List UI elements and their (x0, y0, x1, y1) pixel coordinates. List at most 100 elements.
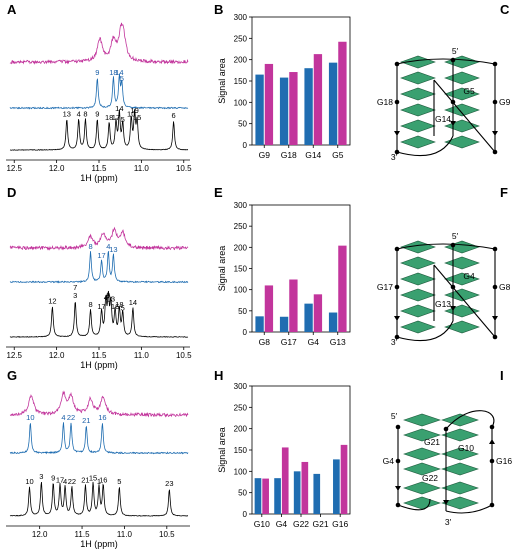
g-quartet-plane (444, 135, 480, 149)
bar-g22-series2 (301, 461, 309, 514)
loop (396, 58, 496, 65)
bar-g14-series1 (304, 68, 313, 145)
bar-g17-series1 (279, 316, 289, 332)
peak-label: 3 (73, 291, 77, 300)
arrowhead-down (450, 121, 456, 126)
panel-label: I (500, 368, 504, 383)
peak-label: 18 (105, 113, 113, 122)
peak-label: 4 (106, 242, 110, 251)
y-tick-label: 100 (234, 286, 248, 295)
arrowhead-up (489, 439, 495, 444)
y-axis-label: Signal area (217, 246, 227, 292)
g-quartet-plane (400, 103, 436, 117)
peak-label: 7 (73, 283, 77, 292)
peak-label: 14 (115, 104, 123, 113)
guanine-label: G14 (435, 114, 451, 124)
strand-node (394, 99, 400, 105)
y-tick-label: 0 (243, 510, 248, 519)
g-quartet-plane (403, 447, 441, 461)
guanine-label: G9 (499, 97, 511, 107)
peak-label: 4 (63, 477, 67, 486)
x-tick-label: 11.0 (134, 164, 150, 173)
peak-label: 23 (165, 479, 173, 488)
peak-label: 21 (81, 475, 89, 484)
loop (445, 504, 493, 514)
panel-label: C (500, 2, 510, 17)
x-category-label: G4 (276, 519, 288, 529)
peak-label: 4 (61, 413, 65, 422)
x-category-label: G5 (332, 150, 344, 160)
guanine-label: G4 (383, 456, 395, 466)
y-tick-label: 300 (234, 13, 248, 22)
y-axis-label: Signal area (217, 58, 227, 104)
arrowhead-down (450, 306, 456, 311)
loop (396, 243, 496, 250)
bar-g10-series1 (254, 478, 262, 514)
y-tick-label: 0 (243, 328, 248, 337)
x-axis-label: 1H (ppm) (80, 360, 118, 370)
peak-label: 1 (97, 477, 101, 486)
y-tick-label: 250 (234, 403, 248, 412)
bar-g4-series1 (274, 478, 281, 514)
arrowhead-down (492, 316, 498, 321)
peak-label: 22 (68, 477, 76, 486)
y-tick-label: 50 (238, 307, 247, 316)
strand-node (450, 99, 456, 105)
three-prime-label: 3′ (445, 517, 452, 527)
g-quartet-plane (403, 428, 441, 442)
g-quartet-plane (444, 320, 480, 334)
five-prime-label: 5′ (391, 411, 398, 421)
topology-panel-c: C 5′ 3′ G18 G9 G5 G14 (377, 2, 511, 162)
peak-label: 8 (83, 109, 87, 118)
y-tick-label: 100 (234, 98, 248, 107)
panel-label: F (500, 185, 508, 200)
topology-panel-f: F 5′ 3′ G17 G8 G4 G13 (377, 185, 511, 347)
peak-label: 22 (67, 413, 75, 422)
loop (445, 410, 495, 430)
black-trace (9, 290, 189, 338)
five-prime-label: 5′ (452, 46, 459, 56)
g-quartet-plane (441, 462, 479, 476)
peak-label: 5 (121, 115, 125, 124)
bar-chart-b: B 0 50 100 150 200 250 300 Signal area G9 G18 G14 G5 (214, 2, 351, 160)
arrowhead-down (395, 486, 401, 491)
guanine-label: G4 (463, 271, 475, 281)
strand-node (443, 426, 449, 432)
x-tick-label: 12.0 (32, 530, 48, 539)
bar-g10-series2 (262, 478, 269, 514)
x-tick-label: 11.5 (92, 164, 108, 173)
x-category-label: G10 (254, 519, 270, 529)
strand-node (492, 284, 498, 290)
g-quartet-plane (441, 428, 479, 442)
x-tick-label: 11.0 (134, 351, 150, 360)
y-tick-label: 100 (234, 467, 248, 476)
x-category-label: G14 (305, 150, 321, 160)
g-quartet-plane (400, 71, 436, 85)
x-category-label: G4 (308, 337, 320, 347)
five-prime-label: 5′ (452, 231, 459, 241)
bar-g13-series2 (338, 245, 347, 332)
y-tick-label: 200 (234, 425, 248, 434)
peak-label: 17 (97, 251, 105, 260)
loop (397, 498, 431, 511)
strand-node (492, 61, 498, 67)
panel-label: H (214, 368, 223, 383)
bar-g4-series2 (313, 294, 323, 332)
bar-g21-series1 (313, 473, 321, 514)
g-quartet-plane (403, 481, 441, 495)
magenta-trace (9, 390, 189, 418)
bar-g4-series1 (304, 303, 313, 332)
peak-label: 12 (48, 296, 56, 305)
strand-node (492, 246, 498, 252)
g-quartet-plane (400, 55, 436, 69)
g-quartet-plane (441, 447, 479, 461)
g-quartet-plane (441, 496, 479, 510)
peak-label: 16 (111, 302, 119, 311)
x-category-label: G9 (259, 150, 271, 160)
bar-g18-series2 (289, 72, 298, 145)
magenta-trace (9, 226, 189, 251)
three-prime-label: 3′ (391, 152, 398, 162)
x-tick-label: 12.0 (49, 351, 65, 360)
x-category-label: G21 (313, 519, 329, 529)
